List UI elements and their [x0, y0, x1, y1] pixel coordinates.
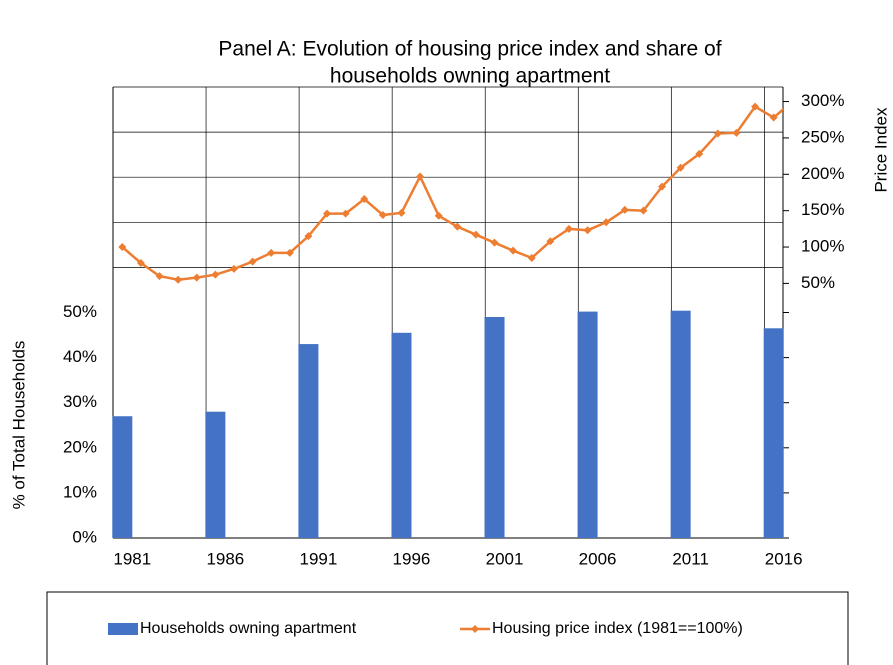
- line-marker: [136, 259, 145, 268]
- line-marker: [751, 102, 760, 111]
- line-marker: [788, 98, 796, 106]
- line-marker: [732, 128, 741, 137]
- y-tick-label: 20%: [63, 437, 97, 456]
- x-tick-label: 2006: [579, 549, 617, 568]
- line-marker: [583, 226, 592, 235]
- line-marker: [602, 218, 611, 227]
- line-marker: [248, 257, 257, 266]
- y2-tick-label: 250%: [801, 127, 844, 146]
- line-marker: [285, 248, 294, 257]
- line-marker: [639, 206, 648, 215]
- bar: [205, 411, 226, 538]
- y-axis-label: % of Total Households: [9, 341, 28, 510]
- chart-title: Panel A: Evolution of housing price inde…: [218, 38, 721, 61]
- y2-tick-label: 150%: [801, 200, 844, 219]
- line-marker: [118, 243, 127, 252]
- line-marker: [620, 205, 629, 214]
- y-tick-label: 10%: [63, 482, 97, 501]
- x-tick-label: 1996: [393, 549, 431, 568]
- line-marker: [564, 224, 573, 233]
- bar: [298, 344, 319, 538]
- line-marker: [509, 246, 518, 255]
- line-marker: [434, 211, 443, 220]
- y2-tick-label: 200%: [801, 164, 844, 183]
- y-tick-label: 40%: [63, 347, 97, 366]
- y2-axis-label: Price Index: [871, 107, 890, 193]
- x-tick-label: 1981: [113, 549, 151, 568]
- line-marker: [471, 230, 480, 239]
- line-marker: [378, 211, 387, 220]
- line-marker: [174, 275, 183, 284]
- line-marker: [416, 172, 425, 181]
- bar: [112, 416, 133, 538]
- line-marker: [713, 129, 722, 138]
- line-marker: [360, 195, 369, 204]
- line-marker: [211, 270, 220, 279]
- line-marker: [192, 273, 201, 282]
- line-marker: [397, 208, 406, 217]
- line-marker: [676, 163, 685, 172]
- x-tick-label: 2001: [486, 549, 524, 568]
- line-marker: [304, 232, 313, 241]
- line-marker: [527, 253, 536, 262]
- x-tick-label: 1986: [206, 549, 244, 568]
- x-tick-label: 2011: [672, 549, 709, 568]
- y-tick-label: 50%: [63, 302, 97, 321]
- line-marker: [453, 222, 462, 231]
- bar: [763, 328, 784, 538]
- line-marker: [229, 264, 238, 273]
- y-tick-label: 0%: [72, 527, 97, 546]
- bar: [577, 311, 598, 538]
- y-tick-label: 30%: [63, 392, 97, 411]
- x-tick-label: 2016: [765, 549, 803, 568]
- bar: [670, 310, 691, 538]
- line-marker: [341, 209, 350, 218]
- legend-box: [46, 591, 849, 665]
- line-marker: [267, 248, 276, 257]
- line-marker: [546, 237, 555, 246]
- bar: [484, 317, 505, 538]
- y2-tick-label: 100%: [801, 237, 844, 256]
- line-marker: [658, 182, 667, 191]
- x-tick-label: 1991: [300, 549, 338, 568]
- price-line: [121, 104, 783, 282]
- line-group: [118, 98, 796, 284]
- legend-label: Housing price index (1981==100%): [492, 620, 743, 637]
- legend-swatch: [108, 623, 138, 635]
- legend-label: Households owning apartment: [140, 620, 357, 637]
- line-marker: [695, 149, 704, 158]
- line-marker: [323, 209, 332, 218]
- line-marker: [769, 113, 778, 122]
- y2-tick-label: 300%: [801, 91, 844, 110]
- bar: [391, 332, 412, 538]
- legend-marker: [471, 625, 479, 633]
- y2-tick-label: 50%: [801, 273, 835, 292]
- line-marker: [490, 238, 499, 247]
- line-marker: [155, 272, 164, 281]
- chart-title: households owning apartment: [330, 65, 610, 88]
